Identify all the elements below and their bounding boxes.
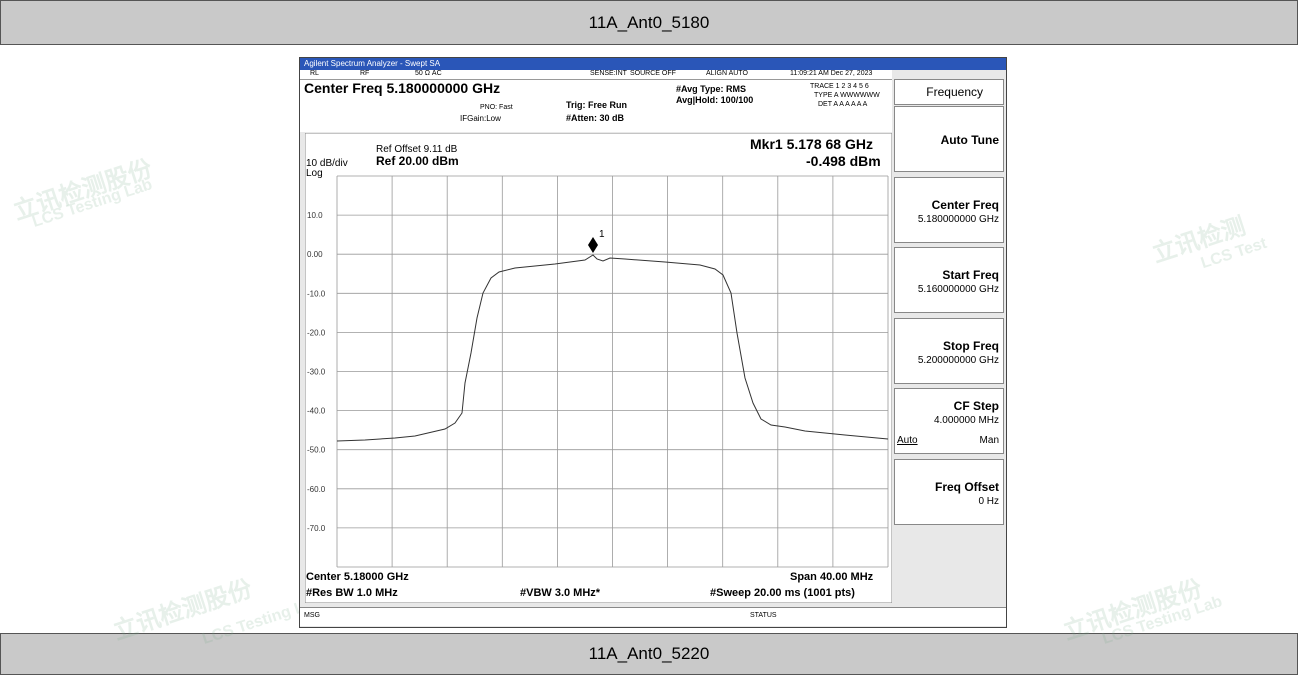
title-bar (300, 58, 1006, 70)
trace (336, 254, 889, 442)
y-label: -70.0 (307, 524, 326, 533)
ref-offset: Ref Offset 9.11 dB (376, 144, 458, 155)
scale: 10 dB/div (306, 158, 348, 169)
trace-row: DET A A A A A A (818, 101, 868, 108)
window-title: Agilent Spectrum Analyzer - Swept SA (304, 59, 441, 68)
softkey-value: 0 Hz (978, 495, 999, 507)
softkey[interactable]: Start Freq 5.160000000 GHz (894, 247, 1004, 313)
softkey-label: Center Freq (931, 197, 999, 212)
softkey[interactable]: Freq Offset 0 Hz (894, 458, 1004, 525)
y-label: 10.0 (307, 211, 323, 220)
y-label: 0.00 (307, 250, 323, 259)
softkey-option: Man (979, 435, 999, 446)
softkey-value: 5.180000000 GHz (917, 213, 999, 225)
ref-level: Ref 20.00 dBm (376, 154, 459, 168)
vbw: #VBW 3.0 MHz* (520, 587, 601, 599)
graph-frame (305, 133, 892, 603)
softkey-label: Stop Freq (943, 338, 999, 353)
y-label: -10.0 (307, 289, 326, 298)
avg-hold: Avg|Hold: 100/100 (676, 95, 754, 105)
trace-row: TYPE A WWWWWW (814, 92, 880, 99)
status-bar (300, 70, 892, 80)
ifgain: IFGain:Low (460, 114, 501, 123)
status: 50 Ω AC (415, 70, 442, 77)
softkey-value: 5.160000000 GHz (917, 284, 999, 295)
status: ALIGN AUTO (706, 70, 748, 77)
status-label: STATUS (750, 612, 777, 619)
marker-diamond (588, 237, 598, 253)
softkey-label: CF Step (953, 399, 999, 413)
menu-title: Frequency (926, 85, 983, 99)
center: Center 5.18000 GHz (306, 571, 409, 583)
sweep: #Sweep 20.00 ms (1001 pts) (710, 587, 855, 599)
log: Log (306, 168, 323, 179)
y-label: -60.0 (307, 485, 326, 494)
center-freq: Center Freq 5.180000000 GHz (304, 80, 501, 96)
rbw: #Res BW 1.0 MHz (306, 587, 398, 599)
header-title: 11A_Ant0_5180 (588, 13, 710, 32)
softkey[interactable]: Stop Freq 5.200000000 GHz (894, 317, 1004, 384)
message-bar (300, 607, 1006, 626)
status: RF (360, 70, 370, 77)
status: SENSE:INT (590, 70, 627, 77)
softkey-value: 4.000000 MHz (933, 415, 999, 426)
softkey[interactable]: Auto Tune (894, 106, 1004, 172)
marker-label: 1 (599, 229, 605, 240)
footer-row: 11A_Ant0_5220 (0, 633, 1298, 675)
status: RL (310, 70, 319, 77)
trig: Trig: Free Run (566, 100, 628, 110)
y-label: -40.0 (307, 407, 326, 416)
y-label: -50.0 (307, 446, 326, 455)
marker-level: -0.498 dBm (806, 153, 881, 169)
y-label: -30.0 (307, 368, 326, 377)
graph: 10.0 0.00 -10.0 -20.0 -30.0 -40.0 -50.0 -60.0 -7… (305, 133, 892, 603)
footer-title: 11A_Ant0_5220 (588, 644, 710, 663)
settings-panel (300, 80, 892, 132)
analyzer-screenshot: Agilent Spectrum Analyzer - Swept SA RL … (299, 57, 1007, 628)
softkey-option: Auto (897, 435, 918, 446)
header-row: 11A_Ant0_5180 (0, 0, 1298, 45)
marker-freq: Mkr1 5.178 68 GHz (750, 136, 873, 152)
softkey-value: 5.200000000 GHz (917, 354, 999, 366)
msg: MSG (304, 612, 320, 619)
y-label: -20.0 (307, 328, 326, 337)
span: Span 40.00 MHz (790, 571, 874, 583)
softkey[interactable]: CF Step 4.000000 MHz Auto Man (894, 388, 1004, 454)
avg-type: #Avg Type: RMS (676, 84, 747, 94)
status: 11:09:21 AM Dec 27, 2023 (790, 70, 873, 77)
status: SOURCE OFF (630, 70, 676, 77)
trace-row: TRACE 1 2 3 4 5 6 (810, 83, 869, 90)
softkey-label: Auto Tune (940, 133, 999, 147)
pno: PNO: Fast (480, 104, 513, 111)
softkey[interactable]: Center Freq 5.180000000 GHz (894, 176, 1004, 243)
softkey-label: Start Freq (942, 268, 999, 282)
atten: #Atten: 30 dB (566, 113, 625, 123)
softkey-menu[interactable]: Frequency (894, 79, 1004, 105)
softkey-label: Freq Offset (934, 479, 999, 494)
